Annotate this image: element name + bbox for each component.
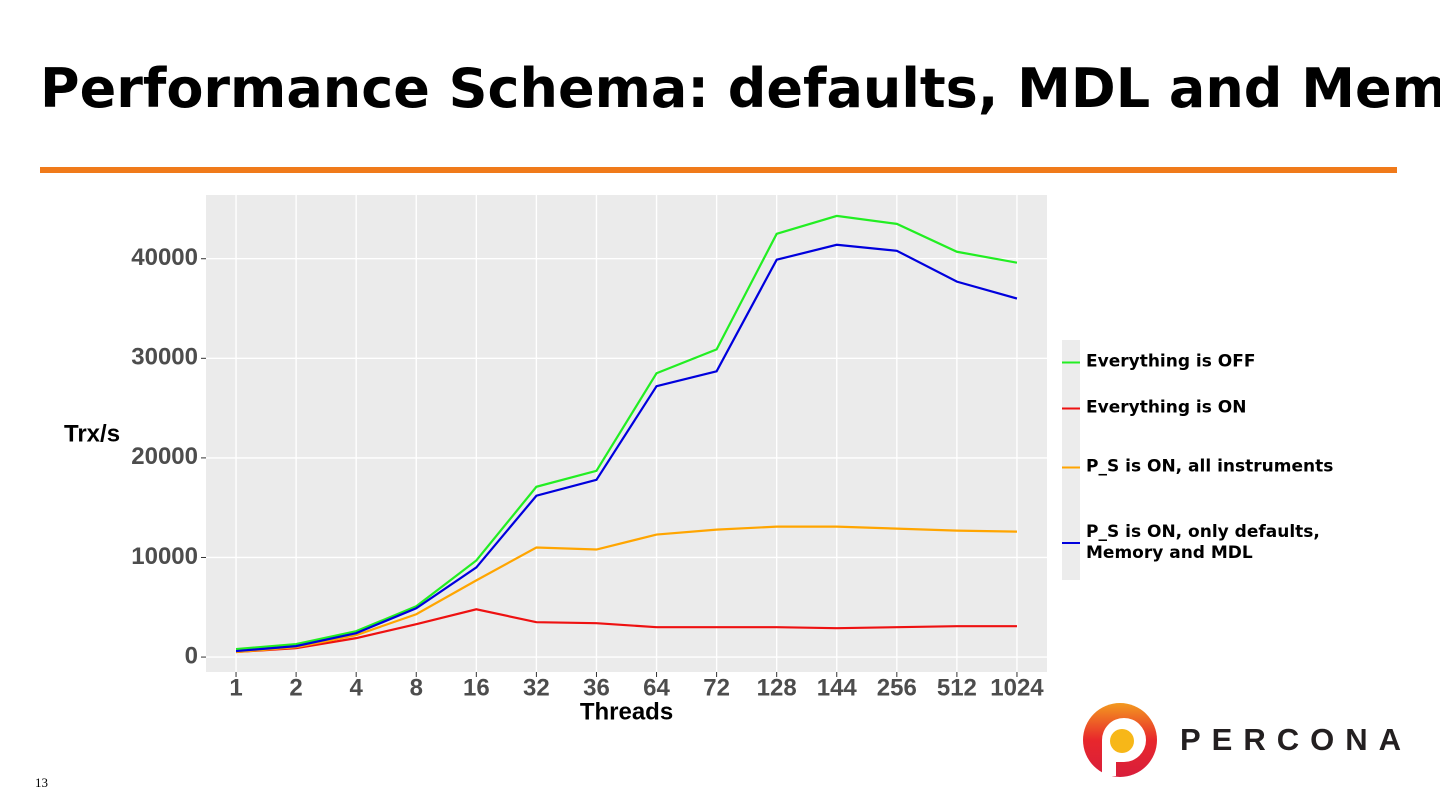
series-line — [235, 608, 1017, 654]
legend-label: Everything is OFF — [1086, 351, 1256, 372]
legend-label: P_S is ON, only defaults, Memory and MDL — [1086, 522, 1320, 563]
x-tick-label: 512 — [937, 674, 977, 701]
page-number: 13 — [35, 775, 48, 790]
legend-key — [1062, 407, 1080, 409]
x-tick-label: 64 — [643, 674, 670, 701]
x-axis-label: Threads — [580, 698, 673, 725]
legend-label: Everything is ON — [1086, 397, 1247, 418]
slide-title: Performance Schema: defaults, MDL and Me… — [40, 57, 1440, 120]
x-tick-label: 32 — [523, 674, 550, 701]
y-tick-label: 40000 — [131, 244, 198, 271]
legend-item: P_S is ON, all instruments — [1062, 457, 1361, 478]
x-tick-label: 2 — [289, 674, 302, 701]
title-rule — [40, 167, 1397, 173]
x-tick-label: 128 — [757, 674, 797, 701]
chart: 0 10000 20000 30000 40000 1 2 4 8 16 32 36 64 72 128 14… — [64, 195, 1047, 725]
legend-key — [1062, 361, 1080, 363]
y-tick-label: 10000 — [131, 543, 198, 570]
x-tick-label: 36 — [583, 674, 610, 701]
legend-item: Everything is OFF — [1062, 352, 1361, 373]
series-line — [235, 214, 1018, 651]
x-tick-label: 8 — [410, 674, 423, 701]
x-tick-label: 1024 — [990, 674, 1044, 701]
series-line — [235, 243, 1018, 653]
legend-label: P_S is ON, all instruments — [1086, 456, 1334, 477]
logo-text: PERCONA — [1180, 722, 1412, 757]
x-tick-label: 144 — [817, 674, 858, 701]
x-tick-label: 16 — [463, 674, 490, 701]
legend-item: Everything is ON — [1062, 398, 1361, 419]
x-tick-label: 72 — [703, 674, 730, 701]
y-tick-label: 0 — [185, 642, 198, 669]
legend-key — [1062, 542, 1080, 544]
series-line — [235, 525, 1017, 654]
legend: Everything is OFF Everything is ON P_S is … — [1062, 340, 1392, 580]
legend-key-bg — [1062, 340, 1080, 580]
percona-logo: PERCONA — [1083, 703, 1412, 777]
y-tick-label: 20000 — [131, 443, 198, 470]
x-tick-label: 256 — [877, 674, 917, 701]
legend-key — [1062, 466, 1080, 468]
x-tick-label: 1 — [229, 674, 242, 701]
x-tick-label: 4 — [349, 674, 363, 701]
y-axis-label: Trx/s — [64, 420, 120, 447]
y-tick-label: 30000 — [131, 344, 198, 371]
legend-item: P_S is ON, only defaults, Memory and MDL — [1062, 522, 1361, 564]
